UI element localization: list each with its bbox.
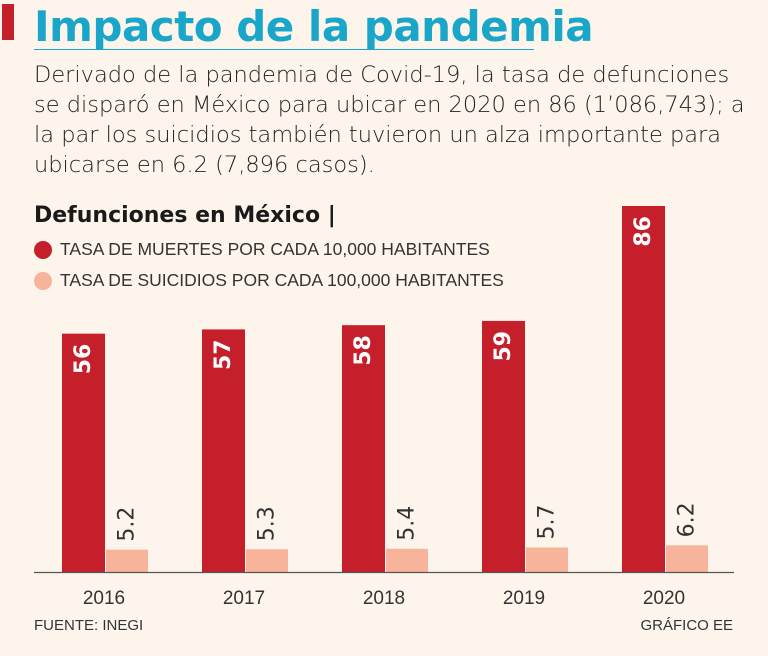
- intro-paragraph: Derivado de la pandemia de Covid-19, la …: [34, 62, 745, 178]
- bar-deaths-2018: [342, 325, 385, 572]
- bar-deaths-2017: [202, 329, 245, 572]
- x-tick-label-2016: 2016: [83, 588, 125, 609]
- chart-title: Defunciones en México |: [34, 203, 336, 228]
- bar-deaths-2019: [482, 320, 525, 572]
- bar-label-suicides-2020: 6.2: [675, 502, 700, 537]
- x-tick-label-2018: 2018: [363, 588, 405, 609]
- x-tick-label-2017: 2017: [223, 588, 265, 609]
- source-note: FUENTE: INEGI: [34, 617, 144, 634]
- bar-label-suicides-2017: 5.3: [255, 506, 280, 541]
- legend-swatch-suicides: [34, 271, 52, 290]
- bar-suicides-2019: [526, 547, 568, 572]
- legend-label-deaths: TASA DE MUERTES POR CADA 10,000 HABITANT…: [60, 239, 490, 259]
- bar-label-deaths-2019: 59: [491, 331, 516, 362]
- bar-label-suicides-2019: 5.7: [535, 504, 560, 539]
- title-accent-bar: [2, 4, 14, 40]
- bar-label-suicides-2018: 5.4: [395, 506, 420, 541]
- legend-label-suicides: TASA DE SUICIDIOS POR CADA 100,000 HABIT…: [60, 270, 504, 290]
- x-tick-label-2020: 2020: [643, 588, 685, 609]
- bar-suicides-2018: [386, 548, 428, 572]
- bar-label-deaths-2017: 57: [211, 339, 236, 370]
- bar-suicides-2016: [106, 549, 148, 572]
- bar-suicides-2020: [666, 545, 708, 572]
- legend-item-suicides: TASA DE SUICIDIOS POR CADA 100,000 HABIT…: [34, 270, 504, 291]
- bar-suicides-2017: [246, 549, 288, 572]
- bar-deaths-2020: [622, 206, 665, 572]
- bar-deaths-2016: [62, 333, 105, 572]
- bar-label-suicides-2016: 5.2: [115, 507, 140, 542]
- title-underline: [34, 49, 534, 50]
- page-title: Impacto de la pandemia: [34, 2, 594, 51]
- legend-swatch-deaths: [34, 240, 52, 259]
- bar-label-deaths-2018: 58: [351, 335, 376, 366]
- legend-item-deaths: TASA DE MUERTES POR CADA 10,000 HABITANT…: [34, 239, 490, 260]
- bar-label-deaths-2020: 86: [631, 216, 656, 247]
- credit-note: GRÁFICO EE: [640, 617, 733, 634]
- bar-label-deaths-2016: 56: [71, 344, 96, 375]
- x-tick-label-2019: 2019: [503, 588, 545, 609]
